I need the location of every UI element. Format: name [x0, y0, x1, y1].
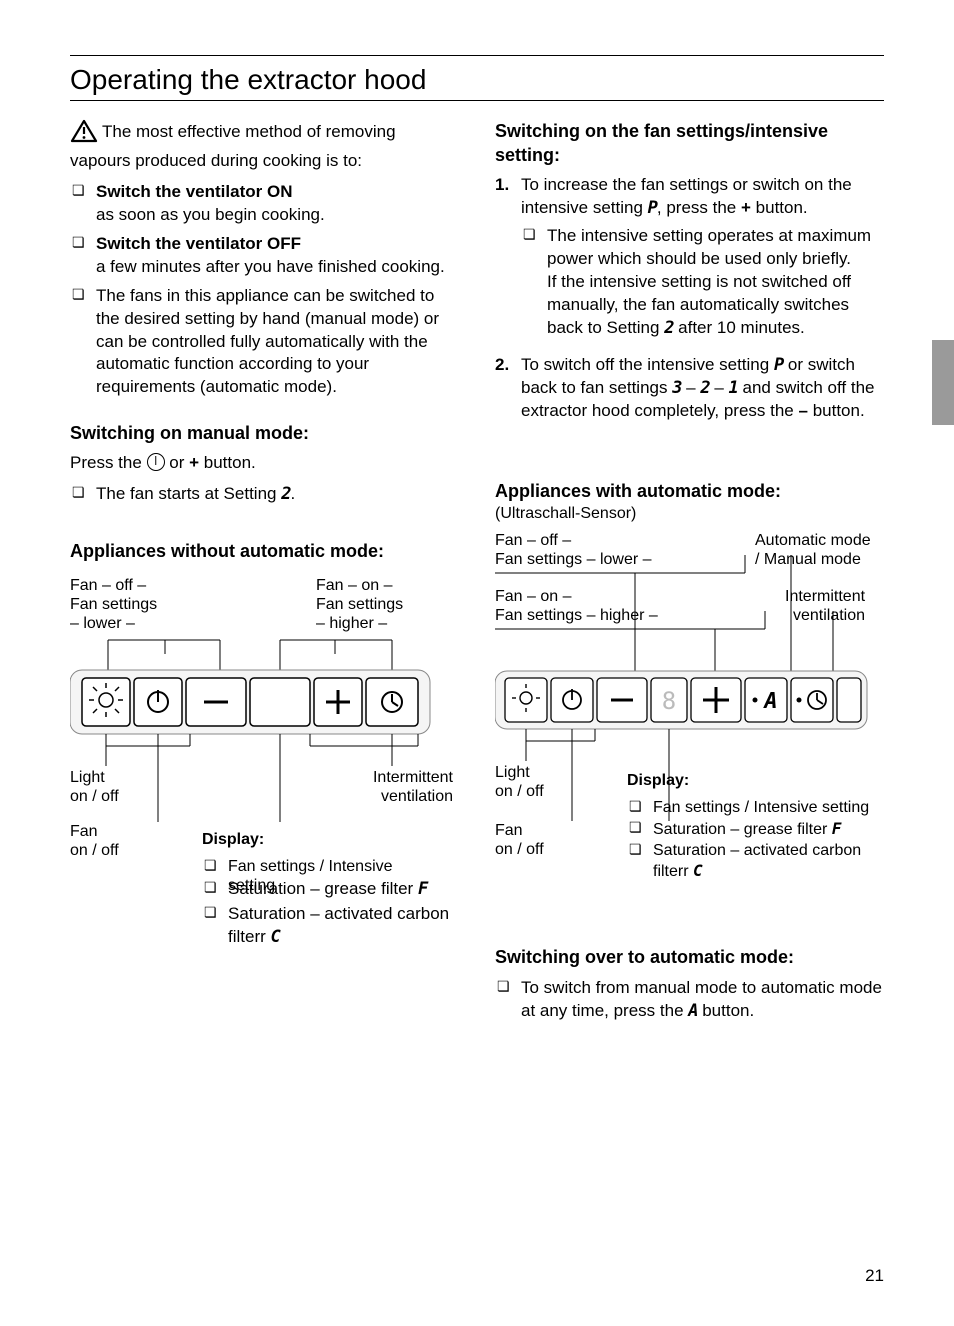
- list-item: Switch the ventilator OFF a few minutes …: [70, 233, 459, 279]
- step-2: 2. To switch off the intensive setting P…: [495, 354, 884, 423]
- label-tr: Fan – on – Fan settings – higher –: [316, 576, 403, 634]
- label-fan-b: Fan on / off: [495, 821, 544, 859]
- list-item: Switch the ventilator ON as soon as you …: [70, 181, 459, 227]
- list-item: Fan settings / Intensive setting: [627, 798, 873, 817]
- intensive-steps: 1. To increase the fan settings or switc…: [495, 174, 884, 423]
- label-fan: Fan on / off: [70, 822, 119, 860]
- list-item: The fan starts at Setting 2.: [70, 483, 459, 506]
- power-icon: [147, 453, 165, 471]
- display-rest-a: Saturation – grease filter F Saturation …: [202, 878, 459, 949]
- intensive-heading: Switching on the fan settings/intensive …: [495, 119, 884, 168]
- label-t2: Automatic mode / Manual mode: [755, 531, 871, 569]
- page-title: Operating the extractor hood: [70, 64, 884, 96]
- list-item: Saturation – activated carbon filterr C: [627, 841, 873, 880]
- label-light: Light on / off: [70, 768, 119, 806]
- label-tl: Fan – off – Fan settings – lower –: [70, 576, 157, 634]
- autoswitch-heading: Switching over to automatic mode:: [495, 945, 884, 969]
- page-number: 21: [865, 1266, 884, 1286]
- svg-text:8: 8: [662, 687, 676, 715]
- intro-text: The most effective method of removing va…: [70, 122, 396, 170]
- right-column: Switching on the fan settings/intensive …: [495, 119, 884, 1031]
- svg-text:A: A: [762, 689, 777, 714]
- label-t4: Intermittent ventilation: [785, 587, 865, 625]
- label-light-b: Light on / off: [495, 763, 544, 801]
- rule-bottom: [70, 100, 884, 101]
- warning-icon: [70, 119, 98, 150]
- list-item: Saturation – grease filter F: [202, 878, 459, 901]
- panel-a-section: Appliances without automatic mode: Fan –…: [70, 539, 459, 948]
- display-block-b: Display: Fan settings / Intensive settin…: [627, 771, 873, 889]
- panel-a: Fan – off – Fan settings – lower – Fan –…: [70, 570, 459, 870]
- label-t3: Fan – on – Fan settings – higher –: [495, 587, 658, 625]
- panel-a-heading: Appliances without automatic mode:: [70, 539, 459, 563]
- label-t1: Fan – off – Fan settings – lower –: [495, 531, 652, 569]
- intro-list: Switch the ventilator ON as soon as you …: [70, 181, 459, 399]
- manual-press: Press the or + button.: [70, 452, 459, 475]
- list-item: The intensive setting operates at maximu…: [521, 225, 884, 340]
- left-column: The most effective method of removing va…: [70, 119, 459, 1031]
- panel-b-heading: Appliances with automatic mode:: [495, 479, 884, 503]
- list-item: To switch from manual mode to automatic …: [495, 977, 884, 1023]
- rule-top: [70, 55, 884, 56]
- label-intermittent: Intermittent ventilation: [373, 768, 453, 806]
- list-item: Saturation – grease filter F: [627, 819, 873, 839]
- list-item: Saturation – activated carbon filterr C: [202, 903, 459, 949]
- manual-heading: Switching on manual mode:: [70, 421, 459, 445]
- panel-b: Fan – off – Fan settings – lower – Autom…: [495, 525, 884, 875]
- side-tab: [932, 340, 954, 425]
- list-item: The fans in this appliance can be swit­c…: [70, 285, 459, 400]
- panel-b-section: Appliances with automatic mode: (Ultrasc…: [495, 479, 884, 1023]
- step-1: 1. To increase the fan settings or switc…: [495, 174, 884, 341]
- page: Operating the extractor hood The most ef…: [0, 0, 954, 1326]
- manual-list: The fan starts at Setting 2.: [70, 483, 459, 506]
- columns: The most effective method of removing va…: [70, 119, 884, 1031]
- intro-paragraph: The most effective method of removing va…: [70, 119, 459, 173]
- autoswitch-list: To switch from manual mode to automatic …: [495, 977, 884, 1023]
- panel-b-sub: (Ultraschall-Sensor): [495, 503, 884, 525]
